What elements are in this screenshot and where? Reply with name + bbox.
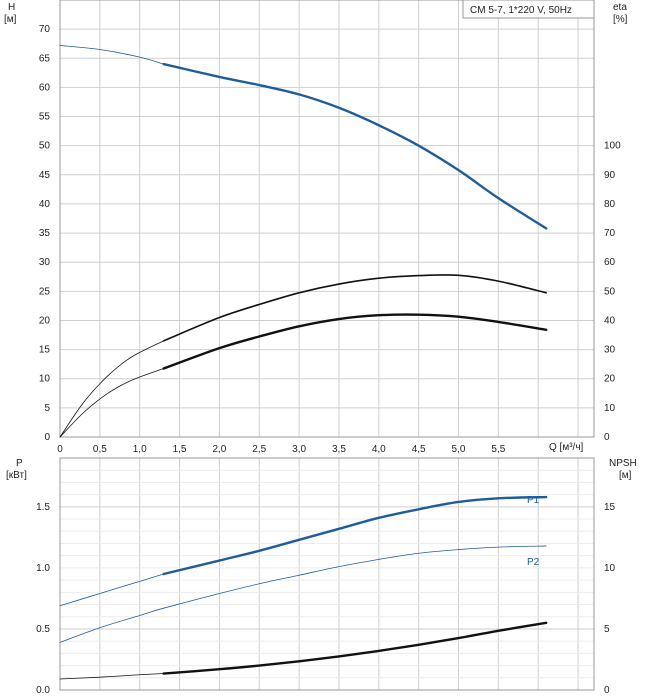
y-right-tick-top: 60 (604, 257, 616, 268)
y-left-tick-top: 0 (44, 432, 50, 443)
bottom-curve-3 (59, 673, 165, 680)
y-left-label-bottom: P (16, 458, 23, 469)
y-right-unit-top: [%] (613, 14, 628, 25)
y-left-tick-top: 30 (39, 257, 51, 268)
y-left-tick-top: 15 (39, 345, 51, 356)
y-left-tick-bottom: 1.5 (36, 502, 50, 513)
x-tick-label: 1,0 (133, 444, 147, 455)
tick-labels: 0 0,5 1,0 1,5 2,0 2,5 3,0 3,5 4,0 4,5 5,0 5,5 0 5 10 15… (36, 24, 621, 696)
x-tick-label: 1,5 (173, 444, 187, 455)
x-tick-label: 5,0 (452, 444, 466, 455)
x-tick-label: 5,5 (491, 444, 505, 455)
y-right-tick-top: 80 (604, 199, 616, 210)
x-tick-label: 0 (57, 444, 63, 455)
y-right-tick-bottom: 0 (604, 685, 610, 696)
bottom-curve-2 (59, 545, 547, 643)
x-tick-label: 2,5 (252, 444, 266, 455)
grid-bottom (59, 457, 594, 691)
top-curve-0 (59, 45, 165, 65)
y-left-tick-top: 50 (39, 141, 51, 152)
bottom-curve-1 (162, 495, 548, 576)
y-left-tick-top: 20 (39, 315, 51, 326)
y-right-unit-bottom: [м] (619, 470, 632, 481)
y-left-tick-top: 65 (39, 53, 51, 64)
plot-frame-bottom (59, 457, 595, 691)
top-curve-4 (59, 368, 165, 438)
title-box (462, 0, 595, 19)
series-label-p2: P2 (527, 557, 540, 568)
y-right-tick-top: 10 (604, 403, 616, 414)
y-right-tick-bottom: 5 (604, 624, 610, 635)
top-curve-3 (162, 274, 547, 342)
y-left-tick-bottom: 0.0 (36, 685, 50, 696)
y-left-unit-top: [м] (4, 14, 17, 25)
x-axis-label: Q [м³/ч] (549, 442, 584, 453)
y-left-tick-bottom: 1.0 (36, 563, 50, 574)
x-tick-label: 4,5 (412, 444, 426, 455)
top-curve-5 (162, 313, 548, 370)
y-right-tick-top: 30 (604, 345, 616, 356)
y-left-tick-top: 70 (39, 24, 51, 35)
curves (59, 45, 548, 680)
x-tick-label: 3,5 (332, 444, 346, 455)
y-left-tick-top: 60 (39, 82, 51, 93)
y-left-tick-bottom: 0.5 (36, 624, 50, 635)
y-right-tick-bottom: 15 (604, 502, 616, 513)
y-left-tick-top: 55 (39, 112, 51, 123)
top-curve-2 (59, 340, 165, 438)
x-tick-label: 0,5 (93, 444, 107, 455)
y-right-tick-top: 90 (604, 170, 616, 181)
y-right-label-top: eta (613, 2, 627, 13)
chart-title: CM 5-7, 1*220 V, 50Hz (470, 5, 572, 16)
y-right-tick-top: 40 (604, 315, 616, 326)
y-left-tick-top: 10 (39, 374, 51, 385)
y-left-tick-top: 45 (39, 170, 51, 181)
y-right-tick-top: 100 (604, 141, 621, 152)
x-tick-label: 4,0 (372, 444, 386, 455)
y-right-tick-top: 50 (604, 286, 616, 297)
grid-top (59, 0, 594, 438)
y-left-tick-top: 5 (44, 403, 50, 414)
y-right-tick-bottom: 10 (604, 563, 616, 574)
y-left-tick-top: 35 (39, 228, 51, 239)
series-label-p1: P1 (527, 495, 540, 506)
y-left-unit-bottom: [кВт] (6, 470, 27, 481)
y-right-tick-top: 0 (604, 432, 610, 443)
y-right-tick-top: 20 (604, 374, 616, 385)
y-right-label-bottom: NPSH (609, 458, 637, 469)
y-left-tick-top: 25 (39, 286, 51, 297)
plot-frame-top (59, 0, 595, 438)
top-curve-1 (162, 62, 548, 230)
x-tick-label: 2,0 (212, 444, 226, 455)
bottom-curve-0 (59, 573, 165, 607)
y-left-label-top: H (8, 2, 15, 13)
x-tick-label: 3,0 (292, 444, 306, 455)
y-right-tick-top: 70 (604, 228, 616, 239)
bottom-curve-4 (162, 621, 548, 675)
y-left-tick-top: 40 (39, 199, 51, 210)
